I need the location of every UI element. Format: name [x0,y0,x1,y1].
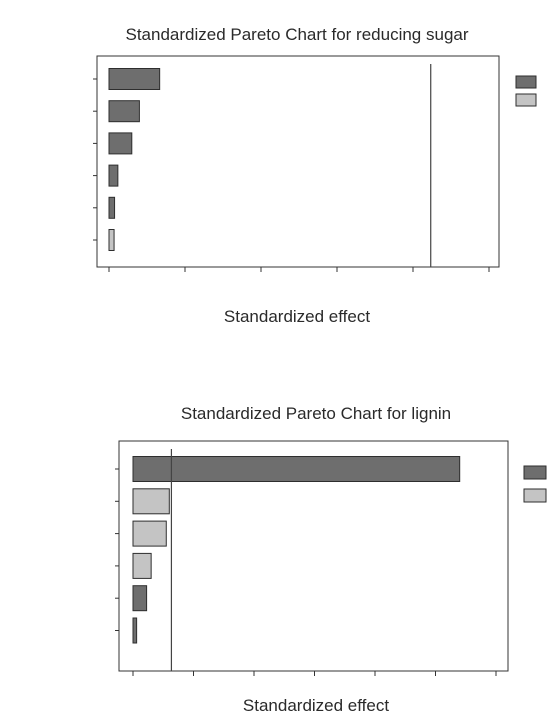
bar-3 [132,520,167,547]
bar-3 [108,132,133,155]
bar-4 [108,164,119,187]
bar-6 [132,617,138,644]
legend-swatch-positive [515,75,537,89]
plot-frame [96,55,500,268]
bar-6 [108,229,115,251]
bar-2 [108,100,140,123]
x-axis-label: Standardized effect [243,696,389,715]
x-axis-label: Standardized effect [224,307,370,326]
bar-1 [132,456,461,482]
plot-area [115,440,547,676]
plot-frame [118,440,509,672]
bar-1 [108,68,161,90]
bar-4 [132,552,152,579]
legend-swatch-positive [523,465,547,480]
chart-title: Standardized Pareto Chart for lignin [181,404,451,423]
chart-sugar: Standardized Pareto Chart for reducing s… [93,25,537,326]
chart-lignin: Standardized Pareto Chart for lignin Sta… [115,404,547,715]
legend-swatch-negative [515,93,537,107]
bar-2 [132,488,170,515]
chart-title: Standardized Pareto Chart for reducing s… [125,25,468,44]
legend-swatch-negative [523,488,547,503]
bar-5 [132,585,148,612]
plot-area [93,55,537,272]
bar-5 [108,196,116,219]
